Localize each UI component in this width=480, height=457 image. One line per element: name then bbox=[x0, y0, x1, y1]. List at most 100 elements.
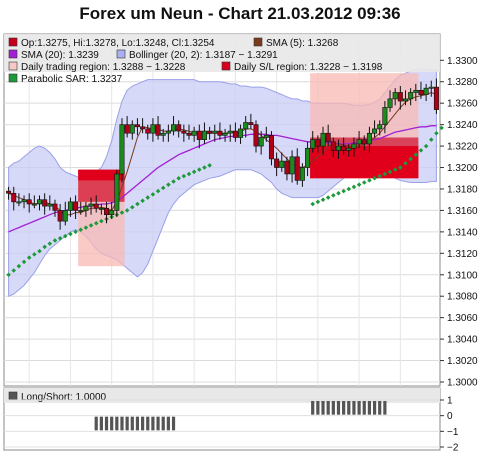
longshort-bar bbox=[110, 416, 114, 431]
y-tick-label: 1.3100 bbox=[447, 270, 478, 281]
candle-body bbox=[134, 124, 140, 128]
legend-daily-range: Daily trading region: 1.3288 − 1.3228 bbox=[8, 61, 186, 73]
candle-body bbox=[145, 128, 151, 134]
legend-daily-sl: Daily S/L region: 1.3228 − 1.3198 bbox=[221, 61, 383, 73]
candle-body bbox=[243, 122, 249, 130]
y-tick-label: 1.3000 bbox=[447, 378, 478, 389]
sar-point bbox=[68, 231, 73, 237]
legend-sma5-swatch bbox=[253, 37, 263, 47]
candle-body bbox=[413, 90, 419, 93]
candle-body bbox=[253, 124, 259, 147]
candle-body bbox=[104, 207, 110, 216]
sub-y-tick-label: −1 bbox=[447, 427, 459, 438]
longshort-bar bbox=[326, 401, 330, 415]
candle-body bbox=[366, 132, 372, 145]
candle-body bbox=[93, 203, 99, 209]
sar-point bbox=[315, 199, 321, 205]
longshort-bar bbox=[357, 401, 361, 415]
sar-point bbox=[346, 186, 352, 192]
legend-sma20-swatch bbox=[8, 49, 18, 59]
candle-body bbox=[238, 128, 244, 138]
candle-body bbox=[346, 147, 352, 151]
candle-body bbox=[124, 124, 130, 134]
candle-body bbox=[222, 132, 228, 136]
candle-body bbox=[83, 205, 89, 211]
longshort-axis: 1 0 −1 −2 bbox=[440, 396, 459, 454]
longshort-bars bbox=[94, 401, 387, 431]
candle-body bbox=[310, 139, 316, 149]
legend-longshort: Long/Short: 1.0000 bbox=[8, 391, 107, 403]
candle-body bbox=[387, 98, 393, 108]
longshort-bar bbox=[352, 401, 356, 415]
candle-body bbox=[361, 139, 367, 145]
sar-point bbox=[413, 152, 419, 157]
candle-body bbox=[191, 130, 197, 136]
candle-body bbox=[217, 130, 223, 136]
legend-sma20-label: SMA (20): 1.3239 bbox=[21, 50, 99, 61]
sar-point bbox=[63, 233, 68, 239]
candle-body bbox=[73, 201, 79, 211]
longshort-bar bbox=[321, 401, 325, 415]
candle-body bbox=[356, 139, 362, 145]
longshort-bar bbox=[378, 401, 382, 415]
candle-body bbox=[88, 203, 94, 207]
candle-body bbox=[57, 210, 63, 222]
longshort-bar bbox=[342, 401, 346, 415]
y-tick-label: 1.3260 bbox=[447, 99, 478, 110]
legend-sar-swatch bbox=[8, 73, 18, 83]
longshort-bar bbox=[362, 401, 366, 415]
longshort-bar bbox=[161, 416, 165, 431]
y-tick-label: 1.3080 bbox=[447, 292, 478, 303]
sar-point bbox=[367, 178, 372, 183]
sar-point bbox=[392, 167, 398, 172]
candle-body bbox=[42, 199, 48, 207]
sar-point bbox=[32, 252, 37, 257]
y-tick-label: 1.3140 bbox=[447, 227, 478, 238]
candle-body bbox=[320, 132, 326, 147]
candle-body bbox=[274, 158, 280, 168]
candle-body bbox=[150, 124, 156, 134]
candle-body bbox=[258, 137, 264, 147]
candle-body bbox=[98, 207, 104, 210]
candle-body bbox=[16, 201, 22, 204]
longshort-bar bbox=[311, 401, 315, 415]
candle-body bbox=[279, 160, 285, 168]
candle-body bbox=[377, 124, 383, 130]
candle-body bbox=[294, 156, 300, 181]
sar-point bbox=[83, 225, 89, 230]
chart-title: Forex um Neun - Chart 21.03.2012 09:36 bbox=[79, 4, 401, 23]
candle-body bbox=[207, 130, 213, 134]
longshort-bar bbox=[156, 416, 160, 431]
candle-body bbox=[423, 87, 429, 95]
y-tick-label: 1.3180 bbox=[447, 184, 478, 195]
longshort-grid bbox=[4, 399, 440, 448]
sub-y-tick-label: 1 bbox=[447, 396, 453, 407]
candle-body bbox=[160, 132, 166, 136]
y-tick-label: 1.3220 bbox=[447, 142, 478, 153]
candle-body bbox=[37, 199, 43, 205]
longshort-bar bbox=[120, 416, 124, 431]
candle-body bbox=[418, 90, 424, 95]
candle-body bbox=[6, 190, 12, 194]
longshort-bar bbox=[125, 416, 129, 431]
candle-body bbox=[129, 124, 135, 134]
y-tick-label: 1.3240 bbox=[447, 120, 478, 131]
candle-body bbox=[341, 145, 347, 151]
y-tick-label: 1.3020 bbox=[447, 356, 478, 367]
sar-point bbox=[325, 195, 331, 200]
candle-body bbox=[26, 199, 32, 205]
candle-body bbox=[248, 122, 254, 125]
legend-ohlc-swatch bbox=[8, 37, 18, 47]
candle-body bbox=[330, 141, 336, 151]
y-tick-label: 1.3280 bbox=[447, 77, 478, 88]
candle-body bbox=[305, 147, 311, 168]
candle-body bbox=[325, 132, 331, 143]
sar-point bbox=[57, 236, 63, 241]
candle-body bbox=[212, 130, 218, 134]
candle-body bbox=[232, 130, 238, 138]
daily-sl-core bbox=[310, 146, 419, 179]
candle-body bbox=[31, 203, 37, 206]
longshort-bar bbox=[151, 416, 155, 431]
longshort-bar bbox=[166, 416, 170, 431]
daily-sl-core bbox=[78, 169, 125, 181]
